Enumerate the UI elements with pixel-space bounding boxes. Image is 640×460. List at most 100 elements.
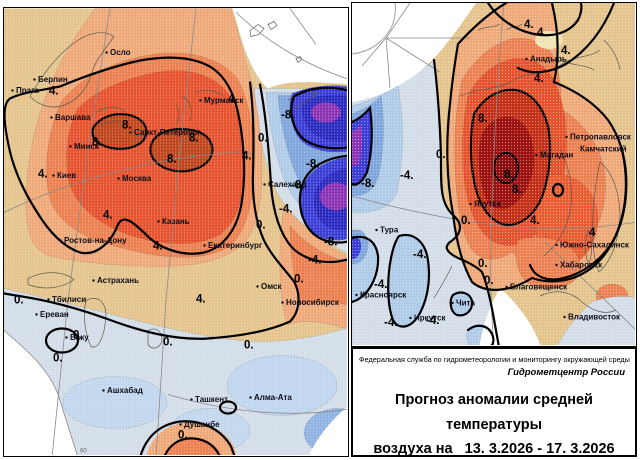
city-label-Иркутск: Иркутск: [414, 314, 446, 323]
west-contours: [4, 56, 347, 455]
west-contour-labels: 4. 4. 4. 4. 4. 4. 4. 8. 8. 8. 8. 0. 0. 0. 0. 0. 0. 0. 0. 0.…: [14, 86, 337, 455]
map-panel-west: Осло Берлин Прага Варшава Минск Санкт-Петербу…: [3, 7, 349, 457]
east-nodata-white: [352, 3, 541, 345]
stipple-texture: [4, 8, 347, 455]
agency-line: Федеральная служба по гидрометеорологии …: [359, 355, 630, 364]
city-dot: [117, 177, 120, 180]
contour-value-label: 0.: [484, 275, 494, 287]
contour-value-label: 0.: [178, 430, 188, 442]
forecast-title: Прогноз аномалии средней температуры воз…: [353, 388, 635, 460]
west-nodata-white: [4, 8, 347, 455]
city-dot: [525, 57, 528, 61]
city-label-Варшава: Варшава: [55, 113, 91, 122]
contour-value-label: 0.: [436, 149, 446, 161]
city-dot: [47, 298, 50, 301]
city-dot: [35, 313, 38, 316]
city-label-Киев: Киев: [57, 171, 76, 180]
contour-value-label: 4.: [242, 151, 252, 163]
city-label-Ереван: Ереван: [40, 310, 69, 319]
city-label-Берлин: Берлин: [38, 75, 68, 84]
city-dot: [469, 202, 472, 206]
contour-value-label: 4.: [524, 19, 534, 31]
city-label-Баку: Баку: [70, 333, 89, 342]
contour-value-label: -4.: [384, 317, 397, 329]
city-dot: [409, 316, 412, 320]
city-dot: [105, 51, 108, 54]
map-panel-east: Анадырь Петропавловск Камчатский Магадан Яку…: [351, 2, 637, 347]
city-label-Астрахань: Астрахань: [97, 276, 139, 285]
city-dot: [256, 285, 259, 288]
map-east-svg: Анадырь Петропавловск Камчатский Магадан Яку…: [352, 3, 635, 345]
city-label-Ашхабад: Ашхабад: [107, 386, 143, 395]
contour-value-label: -8.: [291, 180, 304, 192]
city-label-Владивосток: Владивосток: [568, 313, 621, 322]
contour-value-label: 0.: [53, 353, 63, 365]
contour-value-label: 4.: [537, 27, 547, 39]
city-dot: [102, 389, 105, 392]
city-dot: [157, 220, 160, 223]
city-dot: [375, 228, 378, 232]
city-label-Магадан: Магадан: [540, 151, 574, 160]
city-dot: [50, 116, 53, 119]
contour-value-label: -4.: [374, 279, 387, 291]
contour-value-label: -4.: [400, 170, 413, 182]
contour-value-label: 0.: [14, 295, 24, 307]
city-dot: [263, 183, 266, 186]
contour-value-label: 4.: [561, 45, 571, 57]
city-label-Новосибирск: Новосибирск: [286, 298, 340, 307]
city-dot: [555, 263, 558, 267]
contour-value-label: -8.: [281, 110, 294, 122]
city-label-Чита: Чита: [456, 299, 475, 308]
contour-value-label: 8.: [512, 184, 522, 196]
contour-value-label: -4.: [308, 255, 321, 267]
city-label-Хабаровск: Хабаровск: [560, 261, 603, 270]
city-dot: [129, 131, 132, 134]
city-dot: [355, 293, 358, 297]
contour-value-label: 0.: [256, 220, 266, 232]
contour-value-label: 0.: [163, 337, 173, 349]
contour-value-label: 8.: [478, 113, 488, 125]
contour-value-label: 0.: [244, 340, 254, 352]
east-city-layer: Анадырь Петропавловск Камчатский Магадан Яку…: [355, 55, 632, 323]
contour-value-label: 4.: [153, 241, 163, 253]
east-contour-labels: 4.4.4.4.4.48.8.8.0.0.0.0.-4.-4.-4.-4. -4.…: [361, 19, 596, 329]
contour-value-label: 0.: [478, 258, 488, 270]
city-label-Якутск: Якутск: [474, 200, 502, 209]
city-label-Салехард: Салехард: [268, 180, 306, 189]
city-label-Казань: Казань: [162, 217, 190, 226]
contour-value-label: -4.: [279, 204, 292, 216]
city-dot: [190, 398, 193, 401]
contour-value-label: 8.: [504, 169, 514, 181]
east-coastlines: [433, 23, 621, 313]
city-dot: [535, 153, 538, 157]
west-city-layer: Осло Берлин Прага Варшава Минск Санкт-Петербу…: [11, 48, 340, 429]
city-label-Алма-Ата: Алма-Ата: [254, 393, 292, 402]
city-label-Санкт-Петербург: Санкт-Петербург: [134, 128, 201, 137]
contour-value-label: 8.: [92, 137, 102, 149]
contour-value-label: 4.: [530, 215, 540, 227]
city-dot: [281, 301, 284, 304]
city-label-Осло: Осло: [110, 48, 131, 57]
city-label-Камчатский: Камчатский: [580, 145, 627, 154]
contour-value-label: 4.: [534, 73, 544, 85]
city-dot: [59, 239, 62, 242]
map-west-svg: Осло Берлин Прага Варшава Минск Санкт-Петербу…: [4, 8, 347, 455]
city-label-Москва: Москва: [122, 174, 152, 183]
city-dot: [199, 99, 202, 102]
city-label-Ташкент: Ташкент: [195, 395, 228, 404]
city-label-Мурманск: Мурманск: [204, 96, 244, 105]
caption-box: Федеральная служба по гидрометеорологии …: [351, 347, 637, 457]
contour-value-label: 4.: [103, 210, 113, 222]
city-dot: [33, 78, 36, 81]
contour-value-label: 4.: [38, 169, 48, 181]
contour-value-label: -4.: [413, 249, 426, 261]
contour-value-label: 0.: [258, 133, 268, 145]
contour-value-label: 4: [589, 227, 596, 239]
city-label-Минск: Минск: [74, 142, 100, 151]
contour-value-label: 0.: [461, 215, 471, 227]
title-line2-prefix: воздуха на: [373, 441, 453, 458]
city-label-Прага: Прага: [16, 86, 39, 95]
graticule-label: 60: [80, 449, 87, 455]
city-label-Тбилиси: Тбилиси: [52, 295, 86, 304]
